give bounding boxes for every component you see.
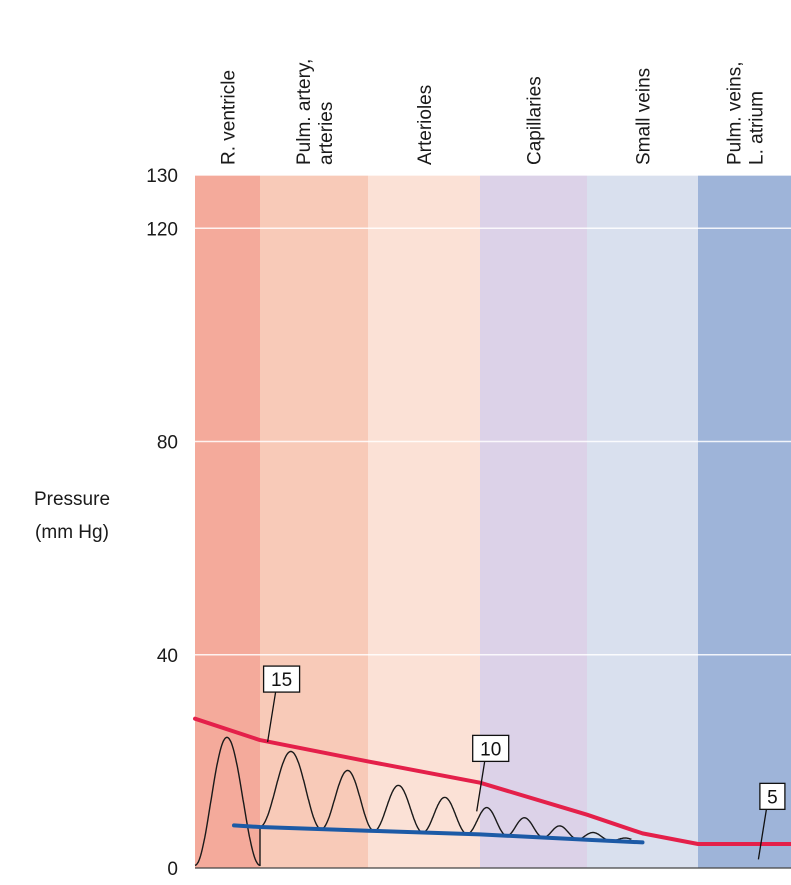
y-axis-unit: (mm Hg) (35, 522, 109, 543)
y-tick-label: 0 (167, 859, 178, 880)
region-bands (195, 175, 791, 868)
region-band (368, 175, 480, 868)
annotation-pointer (266, 691, 277, 743)
region-label: arteries (316, 102, 337, 165)
annotation-box (262, 665, 301, 693)
region-label: L. atrium (747, 91, 768, 165)
y-axis-label: Pressure (34, 489, 110, 510)
y-tick-label: 120 (146, 219, 178, 240)
region-label: Arterioles (415, 85, 436, 165)
region-band (480, 175, 587, 868)
region-band (260, 175, 368, 868)
series-lines (193, 716, 791, 846)
gridlines (195, 174, 791, 869)
region-band (698, 175, 791, 868)
y-tick-label: 130 (146, 166, 178, 187)
annotation-box (759, 782, 786, 811)
region-band (195, 175, 260, 868)
region-band (587, 175, 698, 868)
annotation-label: 15 (271, 670, 292, 691)
y-tick-label: 40 (157, 646, 178, 667)
y-tick-label: 80 (157, 433, 178, 454)
lower-pressure-line (232, 823, 645, 845)
region-labels: R. ventricle Pulm. artery, arteries Arterio… (219, 59, 768, 165)
annotation-label: 5 (767, 787, 778, 808)
region-label: Capillaries (525, 76, 546, 165)
annotations: 15 10 5 (262, 665, 786, 860)
annotation-pointer (476, 761, 486, 812)
upper-pressure-line (193, 716, 791, 846)
pressure-trace (194, 736, 632, 867)
region-label: R. ventricle (219, 70, 240, 165)
annotation-pointer (757, 809, 768, 860)
annotation-box (472, 734, 510, 763)
region-label: Small veins (634, 68, 655, 165)
region-label: Pulm. veins, (725, 62, 746, 165)
y-tick-labels: 0 40 80 120 130 (146, 166, 178, 880)
region-label: Pulm. artery, (294, 59, 315, 165)
pressure-oscillation (194, 736, 632, 867)
annotation-label: 10 (480, 739, 501, 760)
